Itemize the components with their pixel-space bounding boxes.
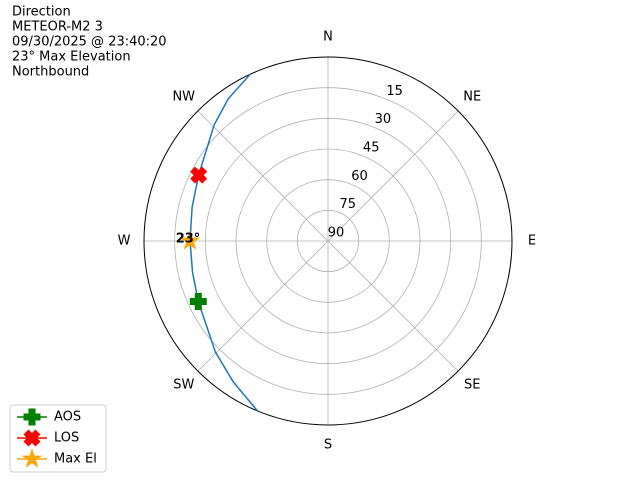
- legend-marker: [23, 408, 41, 426]
- theta-tick-label: E: [528, 234, 536, 249]
- r-tick-label: 90: [328, 226, 345, 241]
- title-line: 23° Max Elevation: [12, 50, 131, 65]
- outer-circle: [143, 56, 513, 426]
- legend: AOS LOS Max El: [9, 404, 107, 473]
- theta-tick-label: SW: [173, 378, 194, 393]
- r-tick-label: 30: [375, 112, 392, 127]
- r-tick-label: 75: [339, 197, 356, 212]
- ring-grid-line: [266, 179, 390, 303]
- ring-grid-line: [204, 117, 452, 365]
- grid: N NE E SE S SW W NW 15 30 45 60 75 90: [118, 30, 537, 453]
- ring-grid-line: [235, 148, 421, 334]
- title-line: Direction: [12, 5, 71, 20]
- ring-grid-line: [296, 209, 360, 273]
- r-tick-label: 45: [363, 141, 380, 156]
- marker-star: [179, 230, 201, 250]
- theta-tick-label: NE: [463, 89, 481, 104]
- r-tick-label: 15: [386, 84, 403, 99]
- title-line: 09/30/2025 @ 23:40:20: [12, 35, 167, 50]
- annotation: 23°: [176, 232, 201, 247]
- title-line: Northbound: [12, 65, 89, 80]
- legend-marker: [21, 448, 43, 468]
- legend-label: AOS: [54, 410, 81, 425]
- plot: 23°: [176, 73, 259, 412]
- ring-grid-line: [174, 87, 482, 395]
- r-tick-label: 60: [351, 169, 368, 184]
- legend-label: Max El: [54, 452, 97, 467]
- theta-tick-label: W: [118, 234, 131, 249]
- legend-marker: [23, 429, 41, 447]
- marker-plus: [189, 292, 207, 310]
- theta-tick-label: SE: [464, 378, 480, 393]
- legend-label: LOS: [54, 431, 79, 446]
- theta-tick-label: NW: [172, 89, 195, 104]
- theta-tick-label: N: [323, 30, 333, 45]
- theta-tick-label: S: [324, 438, 332, 453]
- marker-x: [190, 166, 208, 184]
- title-line: METEOR-M2 3: [12, 20, 103, 35]
